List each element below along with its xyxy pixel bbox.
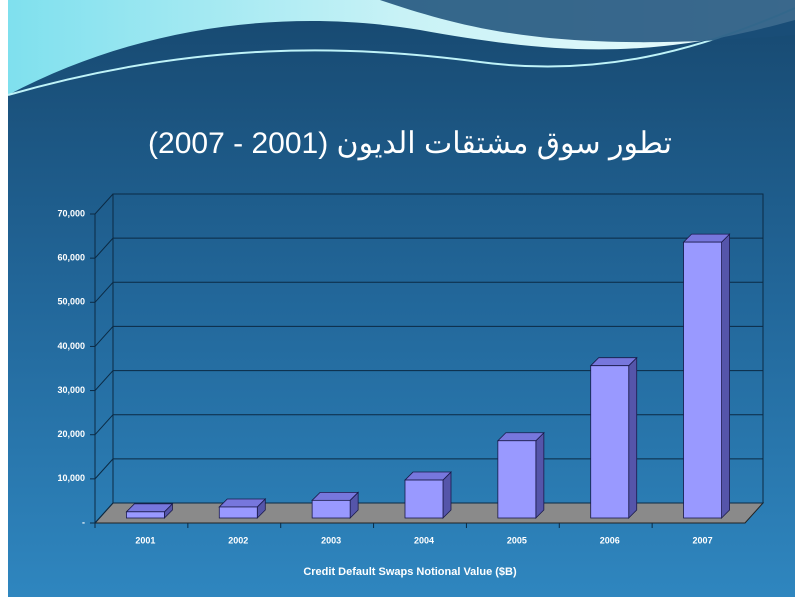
bar-front: [404, 479, 444, 519]
bar: [311, 491, 360, 519]
bar-top: [125, 503, 174, 513]
grid-diagonal: [94, 326, 114, 347]
x-tick-label: 2005: [507, 535, 527, 545]
grid-diagonal: [94, 237, 114, 259]
y-tick-label: 10,000: [57, 473, 85, 483]
x-tick-label: 2001: [135, 535, 155, 545]
bar-front: [126, 511, 165, 519]
wave-line: [7, 7, 795, 96]
grid-diagonal: [94, 370, 114, 391]
y-tick-label: -: [82, 517, 85, 527]
y-tick-label: 20,000: [57, 429, 85, 439]
y-tick-label: 70,000: [57, 208, 85, 218]
bar: [404, 471, 452, 519]
bar-front: [590, 365, 630, 519]
grid-diagonal: [94, 193, 114, 215]
bar-top: [682, 233, 731, 243]
grid-diagonal: [94, 414, 114, 436]
bar-top: [404, 471, 452, 481]
bar: [496, 431, 545, 519]
bar-front: [683, 241, 722, 519]
bar-top: [218, 498, 267, 508]
bar: [589, 356, 638, 519]
x-tick-label: 2002: [228, 535, 248, 545]
y-tick-label: 40,000: [57, 341, 85, 351]
bar-side: [628, 356, 638, 519]
plot: - 10,000 20,000 30,000 40,000 50,000 60,000 70,…: [57, 193, 765, 545]
left-margin: [0, 0, 8, 597]
x-tick-label: 2007: [693, 535, 713, 545]
bar-side: [535, 431, 545, 519]
bar-top: [496, 432, 545, 442]
bar-front: [497, 440, 537, 519]
y-tick-label: 60,000: [57, 253, 85, 263]
bar-top: [589, 357, 638, 367]
y-tick-label: 30,000: [57, 385, 85, 395]
bar-front: [311, 499, 351, 519]
chart-title: تطور سوق مشتقات الديون (2001 - 2007): [148, 127, 672, 161]
x-axis-title: Credit Default Swaps Notional Value ($B): [303, 566, 517, 578]
wave-dark: [380, 0, 795, 43]
bar: [218, 497, 267, 519]
bar: [125, 502, 174, 519]
grid-diagonal: [94, 281, 114, 303]
bar-side: [721, 233, 730, 519]
x-tick-label: 2003: [321, 535, 341, 545]
x-tick-label: 2006: [600, 535, 620, 545]
bar: [682, 233, 731, 519]
grid-diagonal: [94, 458, 114, 480]
y-tick-label: 50,000: [57, 297, 85, 307]
bar-top: [311, 491, 360, 501]
grid-diagonal: [94, 502, 114, 524]
x-tick-label: 2004: [414, 535, 434, 545]
bar-front: [218, 506, 258, 519]
